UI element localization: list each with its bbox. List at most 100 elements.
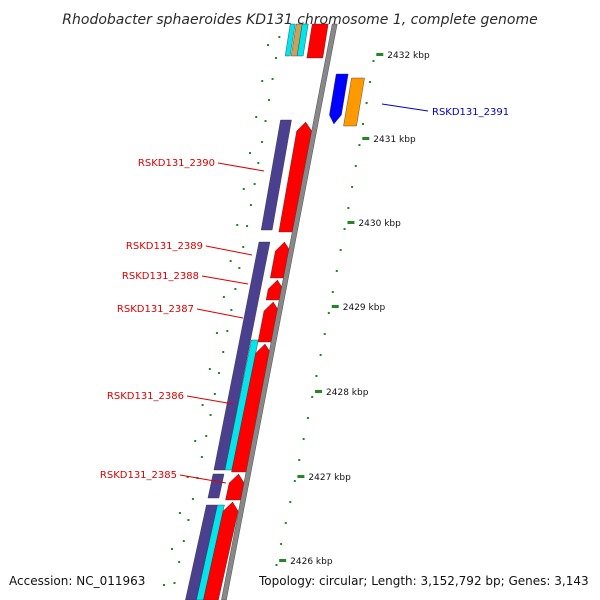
kbp-tick-mark [376, 53, 384, 56]
tick-dot [222, 296, 225, 298]
tick-dot [372, 60, 375, 62]
tick-dot [246, 225, 249, 227]
kbp-ticks-layer: 2432 kbp 2431 kbp 2430 kbp 2429 kbp 2428 kbp… [279, 51, 430, 567]
tick-dot [236, 224, 239, 226]
gene-label-leader-line [179, 474, 227, 484]
gene-label: RSKD131_2390 [138, 158, 215, 169]
kbp-tick-label: 2429 kbp [343, 303, 386, 313]
tick-dot [205, 435, 208, 437]
tick-dot [369, 81, 372, 83]
tick-dot [253, 183, 256, 185]
gene-label-leader-line [196, 308, 244, 319]
tick-dot [182, 540, 185, 542]
topology-label: Topology: circular; Length: 3,152,792 bp… [256, 574, 592, 588]
tick-dot [255, 116, 258, 118]
tick-dot [268, 99, 271, 101]
tick-dot [274, 57, 277, 59]
tick-dot [315, 375, 318, 377]
tick-dot [302, 438, 305, 440]
cog-feature [207, 473, 225, 499]
tick-dot [187, 519, 190, 521]
tick-dot [208, 368, 211, 370]
tick-dot [186, 476, 189, 478]
tick-dot [249, 152, 252, 154]
map-title: Rhodobacter sphaeroides KD131 chromosome… [62, 12, 537, 28]
kbp-tick-label: 2431 kbp [373, 135, 416, 145]
kbp-tick-label: 2430 kbp [358, 219, 401, 229]
tick-dot [257, 162, 260, 164]
minus-strand-gene [343, 77, 365, 127]
gene-label-leader-line [186, 395, 234, 405]
tick-dot [229, 260, 232, 262]
tick-dot [209, 414, 212, 416]
tick-dot [327, 312, 330, 314]
tick-dot [222, 351, 225, 353]
gene-label: RSKD131_2385 [100, 470, 177, 481]
tick-dot [200, 456, 203, 458]
kbp-tick-mark [315, 390, 323, 393]
backbone-track [221, 23, 338, 600]
tick-dot [191, 498, 194, 500]
tick-dot [218, 372, 221, 374]
tick-dot [306, 417, 309, 419]
tick-dot [264, 120, 267, 122]
tick-dots-layer [163, 36, 375, 587]
gene-labels-layer: RSKD131_2391 RSKD131_2390 RSKD131_2389 RSKD… [100, 103, 509, 484]
cog-feature [284, 23, 296, 57]
feature-layer [185, 23, 365, 600]
tick-dot [242, 246, 245, 248]
cog-feature [196, 504, 225, 600]
kbp-tick-mark [347, 221, 355, 224]
tick-dot [261, 80, 264, 82]
tick-dot [178, 512, 181, 514]
tick-dot [280, 543, 283, 545]
kbp-tick-mark [279, 559, 287, 562]
kbp-tick-mark [331, 305, 339, 308]
tick-dot [347, 207, 350, 209]
gene-label-leader-line [201, 275, 249, 285]
tick-dot [213, 393, 216, 395]
tick-dot [311, 396, 314, 398]
tick-dot [284, 522, 287, 524]
gene-label: RSKD131_2389 [126, 241, 203, 252]
tick-dot [293, 480, 296, 482]
tick-dot [362, 123, 365, 125]
kbp-tick-label: 2432 kbp [387, 51, 430, 61]
tick-dot [271, 78, 274, 80]
plus-strand-gene [203, 501, 239, 600]
tick-dot [173, 582, 176, 584]
tick-dot [226, 330, 229, 332]
gene-label: RSKD131_2386 [107, 391, 184, 402]
tick-dot [260, 141, 263, 143]
gene-label: RSKD131_2388 [122, 271, 199, 282]
tick-dot [358, 144, 361, 146]
gene-label-leader-line [205, 245, 253, 256]
tick-dot [365, 102, 368, 104]
kbp-tick-mark [362, 137, 370, 140]
tick-dot [194, 440, 197, 442]
tick-dot [323, 333, 326, 335]
gene-label-leader-line [381, 103, 429, 112]
tick-dot [234, 288, 237, 290]
tick-dot [331, 291, 334, 293]
kbp-tick-label: 2427 kbp [308, 473, 351, 483]
tick-dot [289, 501, 292, 503]
tick-dot [267, 44, 270, 46]
minus-strand-gene [329, 73, 349, 125]
tick-dot [242, 188, 245, 190]
tick-dot [178, 561, 181, 563]
tick-dot [275, 564, 278, 566]
gene-label: RSKD131_2387 [117, 304, 194, 315]
tick-dot [249, 204, 252, 206]
cog-feature [185, 504, 218, 600]
tick-dot [163, 584, 166, 586]
tick-dot [201, 404, 204, 406]
tick-dot [339, 249, 342, 251]
accession-label: Accession: NC_011963 [6, 574, 149, 588]
tick-dot [298, 459, 301, 461]
gene-label-leader-line [217, 162, 265, 172]
kbp-tick-mark [297, 475, 305, 478]
cog-feature [296, 23, 309, 57]
tick-dot [343, 228, 346, 230]
